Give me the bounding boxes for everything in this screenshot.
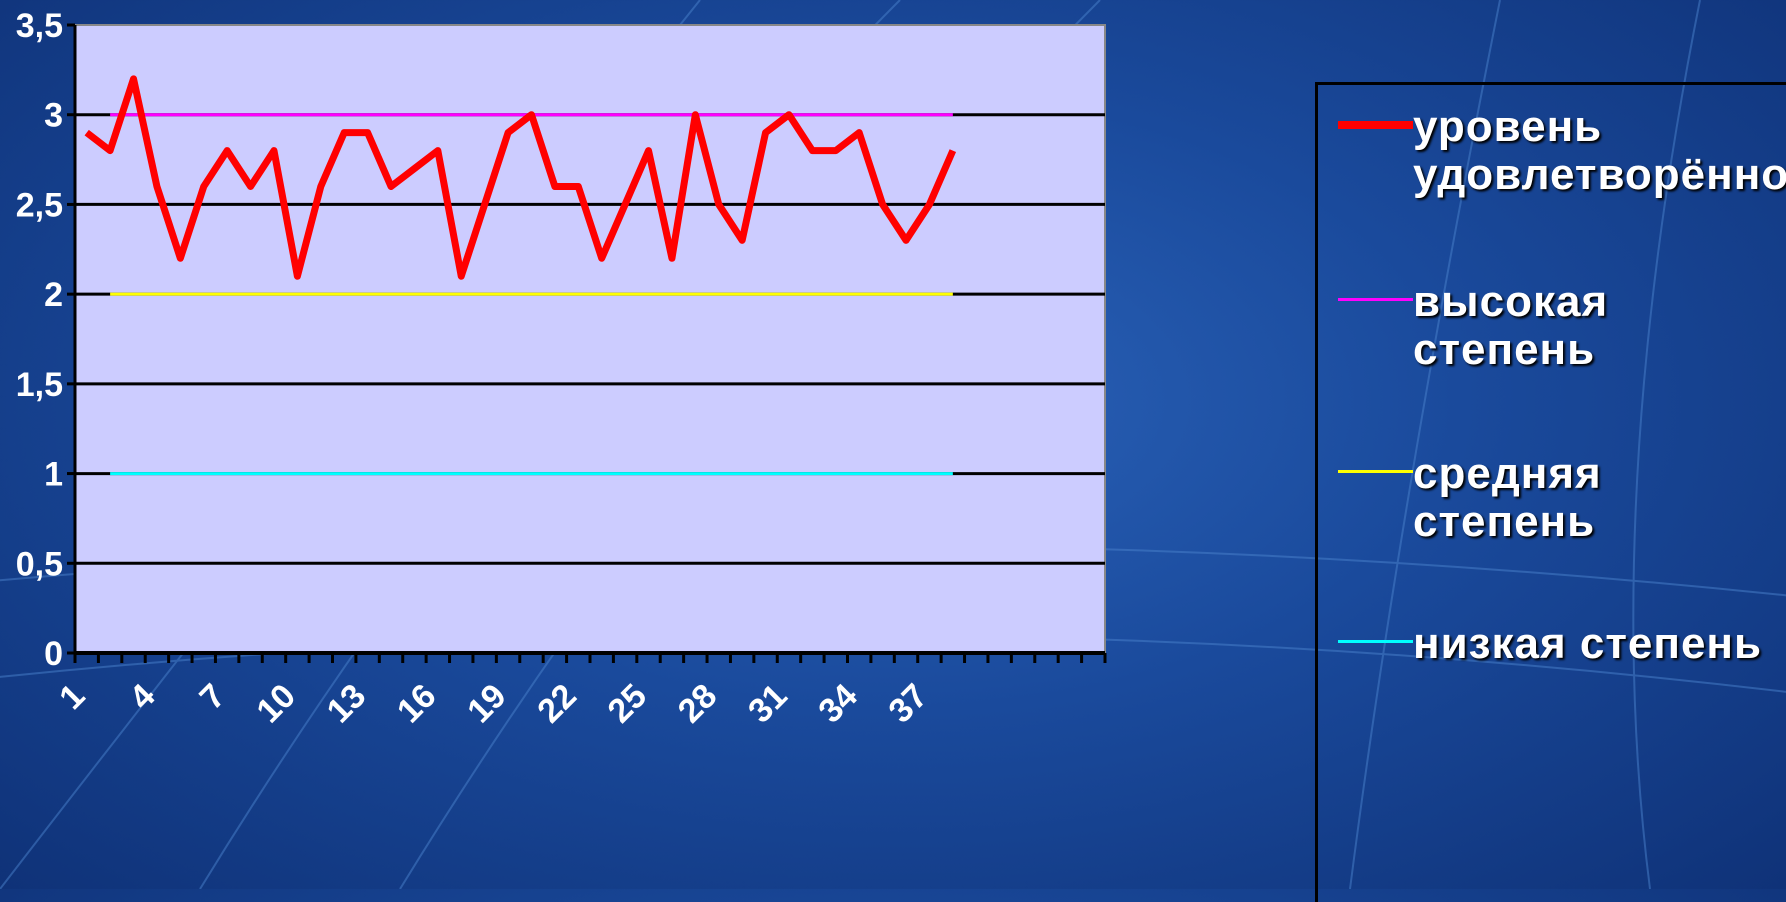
x-tick-label: 28 (671, 677, 725, 731)
axes (67, 23, 1107, 663)
x-tick-label: 10 (249, 677, 303, 731)
legend-label-medium: средняя степень (1413, 449, 1602, 546)
legend-entry-high: высокая степень (1338, 278, 1783, 374)
legend-entry-medium: средняя степень (1338, 450, 1783, 546)
y-tick-label: 1 (44, 456, 63, 494)
y-tick-label: 3,5 (16, 7, 63, 45)
y-tick-label: 0 (44, 635, 63, 673)
x-tick-label: 7 (193, 677, 233, 717)
legend-label-high: высокая степень (1413, 277, 1609, 374)
x-tick-label: 34 (811, 677, 865, 731)
y-tick-labels: 0 0,5 1 1,5 2 2,5 3 3,5 (16, 7, 63, 673)
plot-area (74, 24, 1106, 654)
x-tick-label: 13 (320, 677, 374, 731)
y-tick-label: 2,5 (16, 186, 63, 224)
x-tick-label: 25 (601, 677, 655, 731)
y-tick-label: 3 (44, 97, 63, 135)
y-tick-label: 2 (44, 276, 63, 314)
x-tick-label: 4 (122, 677, 162, 717)
y-tick-label: 1,5 (16, 366, 63, 404)
x-tick-label: 37 (881, 677, 935, 731)
legend: уровень удовлетворённости высокая степен… (1315, 82, 1786, 902)
legend-swatch-satisfaction (1338, 121, 1413, 129)
x-tick-label: 16 (390, 677, 444, 731)
legend-swatch-low (1338, 640, 1413, 643)
x-tick-label: 19 (460, 677, 514, 731)
x-tick-labels: 1 4 7 10 13 16 19 22 25 28 31 34 37 (52, 677, 935, 731)
y-tick-label: 0,5 (16, 545, 63, 583)
legend-swatch-medium (1338, 470, 1413, 473)
x-tick-label: 31 (741, 677, 795, 731)
legend-label-low: низкая степень (1413, 619, 1763, 668)
x-tick-label: 1 (52, 677, 92, 717)
x-tick-label: 22 (530, 677, 584, 731)
legend-label-satisfaction: уровень удовлетворённости (1413, 102, 1786, 199)
legend-entry-satisfaction: уровень удовлетворённости (1338, 102, 1786, 199)
legend-entry-low: низкая степень (1338, 620, 1783, 668)
series-satisfaction-line (84, 75, 957, 280)
legend-swatch-high (1338, 298, 1413, 301)
